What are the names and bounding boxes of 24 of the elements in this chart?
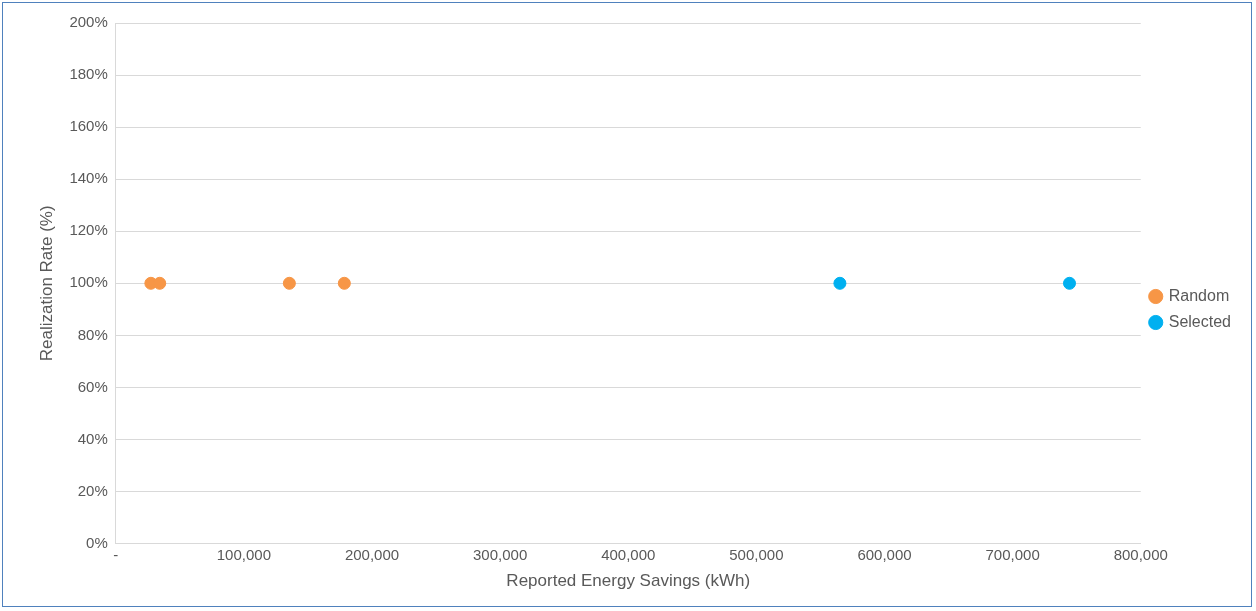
y-tick-label: 60%	[77, 377, 108, 395]
x-tick-label: 600,000	[857, 545, 912, 563]
y-tick-label: 140%	[69, 169, 108, 187]
x-tick-label: 100,000	[216, 545, 271, 563]
x-tick-label: 800,000	[1113, 545, 1168, 563]
y-tick-label: 80%	[77, 325, 108, 343]
x-tick-label: 200,000	[344, 545, 400, 563]
x-axis-title: Reported Energy Savings (kWh)	[506, 571, 751, 591]
y-axis-title: Realization Rate (%)	[36, 205, 56, 362]
x-tick-label: 300,000	[473, 545, 528, 563]
y-tick-label: 180%	[69, 65, 108, 83]
y-tick-label: 40%	[77, 429, 108, 447]
x-tick-label: 400,000	[601, 545, 656, 563]
legend-label: Random	[1168, 286, 1230, 304]
y-tick-label: 200%	[69, 13, 108, 31]
y-tick-label: 20%	[77, 481, 108, 499]
y-tick-label: 160%	[69, 117, 108, 135]
x-tick-label: -	[113, 545, 119, 563]
y-tick-label: 120%	[69, 221, 108, 239]
x-tick-label: 700,000	[985, 545, 1040, 563]
legend-label: Selected	[1168, 312, 1231, 330]
y-tick-label: 100%	[69, 273, 108, 291]
y-tick-label: 0%	[86, 533, 108, 551]
x-tick-label: 500,000	[729, 545, 784, 563]
